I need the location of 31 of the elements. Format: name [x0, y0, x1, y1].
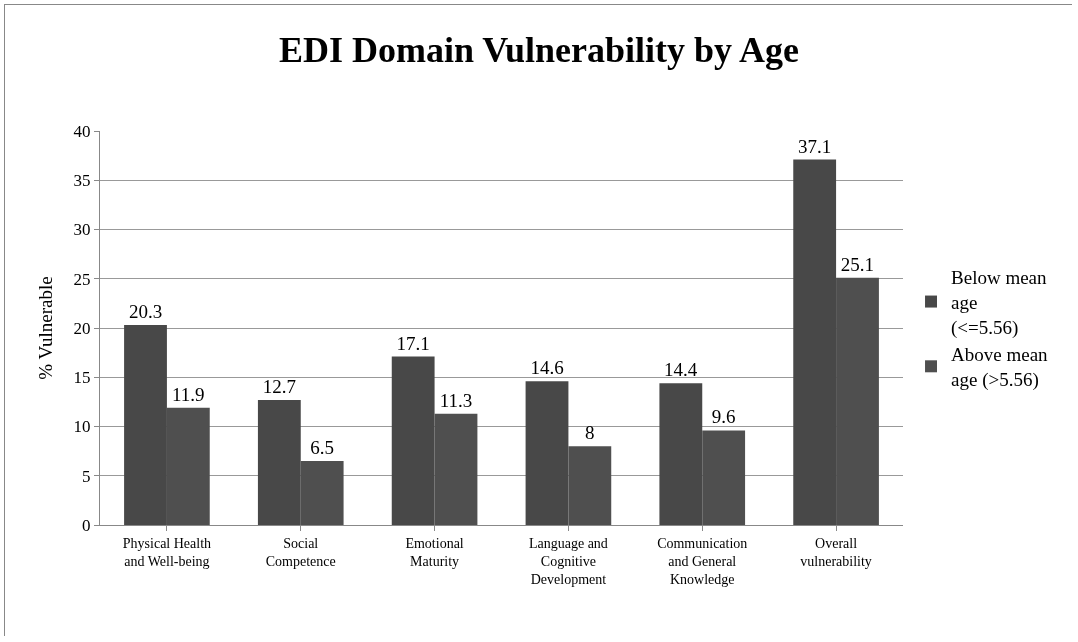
- y-tick-label: 40: [73, 121, 91, 141]
- data-label: 20.3: [128, 301, 163, 323]
- data-label: 14.6: [530, 357, 564, 379]
- x-tick-label: Physical Health and Well-being: [122, 535, 212, 569]
- data-label: 25.1: [840, 253, 875, 275]
- y-axis-title: % Vulnerable: [35, 276, 56, 380]
- y-tick-label: 0: [82, 515, 91, 535]
- y-tick-label: 5: [82, 466, 91, 486]
- data-label: 11.9: [172, 383, 205, 405]
- y-tick-label: 25: [73, 269, 91, 289]
- legend-label: Above mean age (>5.56): [951, 344, 1049, 392]
- x-tick-label: Social Competence: [265, 535, 336, 569]
- data-label: 9.6: [711, 406, 736, 428]
- data-label: 12.7: [262, 375, 296, 397]
- data-label: 8: [585, 422, 595, 444]
- y-tick-label: 30: [73, 220, 91, 240]
- data-label: 37.1: [798, 135, 832, 157]
- legend-label: Below mean age (<=5.56): [951, 267, 1048, 339]
- x-tick-label: Communication and General Knowledge: [657, 535, 748, 588]
- x-tick-label: Language and Cognitive Development: [528, 535, 608, 588]
- x-tick-label: Emotional Maturity: [405, 535, 464, 569]
- chart-title: EDI Domain Vulnerability by Age: [278, 29, 800, 70]
- data-label: 11.3: [439, 389, 473, 411]
- y-tick-label: 10: [73, 417, 91, 437]
- data-label: 6.5: [310, 436, 335, 458]
- y-tick-label: 15: [73, 368, 91, 388]
- y-tick-label: 20: [73, 318, 91, 338]
- y-tick-label: 35: [73, 171, 91, 191]
- x-tick-label: Overall vulnerability: [800, 535, 872, 569]
- data-label: 17.1: [396, 332, 430, 354]
- data-label: 14.4: [663, 359, 698, 381]
